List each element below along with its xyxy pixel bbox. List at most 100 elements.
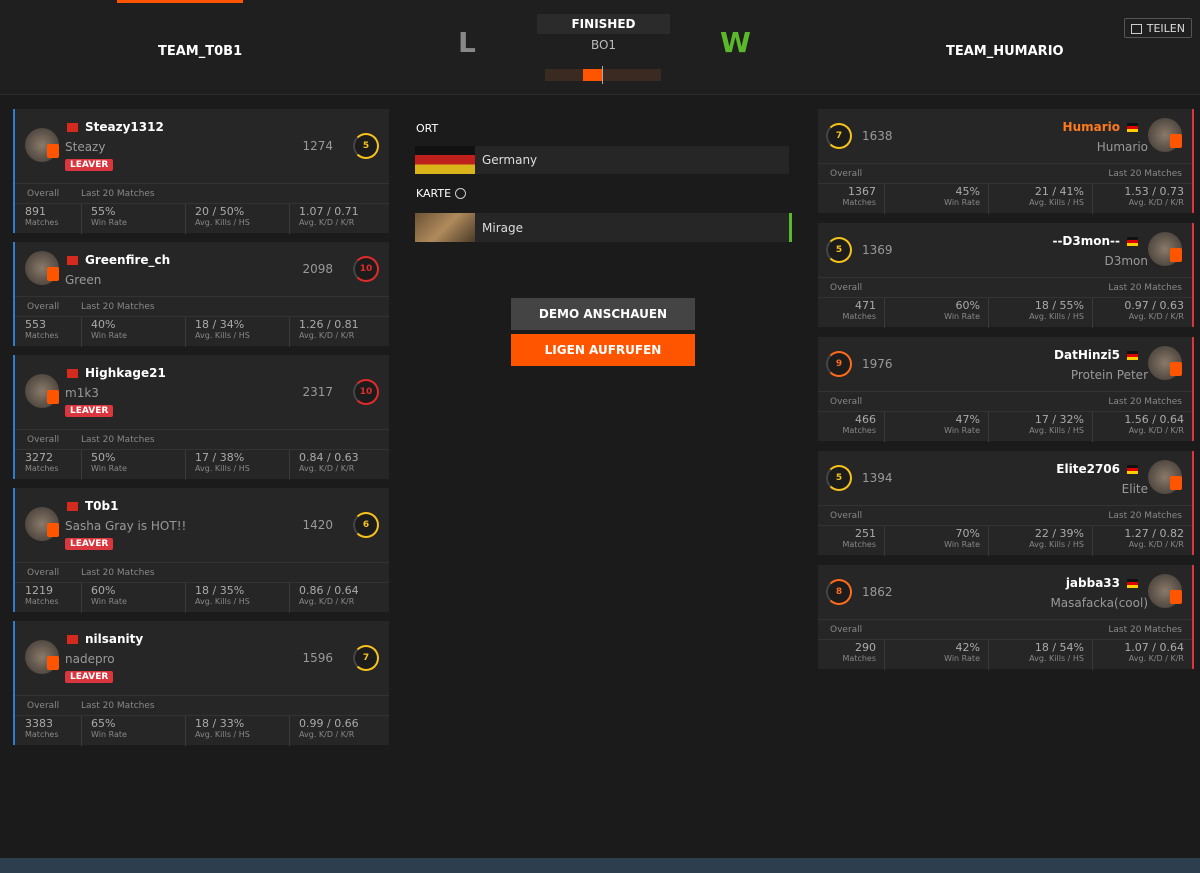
demo-button[interactable]: DEMO ANSCHAUEN [511, 298, 695, 330]
stat-value: 42% [955, 641, 980, 654]
elo: 1369 [862, 243, 893, 257]
player-card: 7 1638 Humario Humario Overall Last 20 Matche… [818, 109, 1194, 214]
player-name[interactable]: DatHinzi5 [1054, 348, 1120, 362]
stat-cell: 60% Win Rate [884, 298, 989, 328]
stats-header: Overall Last 20 Matches [818, 277, 1192, 298]
elo: 1976 [862, 357, 893, 371]
stat-cell: 1.07 / 0.64 Avg. K/D / K/R [1092, 640, 1192, 670]
stats-row: 471 Matches 60% Win Rate 18 / 55% Avg. Kills … [818, 297, 1192, 328]
overall-label: Overall [27, 435, 60, 445]
player-card: 5 1394 Elite2706 Elite Overall Last 20 Matche… [818, 451, 1194, 556]
player-name[interactable]: Greenfire_ch [85, 253, 171, 267]
stat-label: Matches [25, 218, 59, 227]
team-name: TEAM_HUMARIO [946, 44, 1064, 59]
stats-row: 553 Matches 40% Win Rate 18 / 34% Avg. Kills … [15, 316, 389, 347]
stat-cell: 22 / 39% Avg. Kills / HS [988, 526, 1093, 556]
stat-cell: 0.86 / 0.64 Avg. K/D / K/R [289, 583, 389, 613]
stat-label: Matches [842, 654, 877, 663]
stat-label: Avg. Kills / HS [1029, 312, 1084, 321]
stat-value: 18 / 54% [1034, 641, 1084, 654]
avatar-badge [47, 267, 59, 281]
leaver-badge: LEAVER [65, 405, 114, 417]
player-name[interactable]: Elite2706 [1056, 462, 1120, 476]
player-name[interactable]: T0b1 [85, 499, 119, 513]
overall-label: Overall [830, 283, 863, 293]
player-name[interactable]: Steazy1312 [85, 120, 164, 134]
stat-label: Win Rate [944, 312, 980, 321]
overall-label: Overall [27, 302, 60, 312]
stats-header: Overall Last 20 Matches [818, 391, 1192, 412]
match-format: BO1 [590, 38, 617, 52]
stat-value: 466 [855, 413, 876, 426]
stat-value: 3272 [25, 451, 53, 464]
stat-cell: 290 Matches [818, 640, 885, 670]
overall-label: Overall [27, 701, 60, 711]
stat-label: Matches [842, 198, 877, 207]
skill-level: 5 [353, 133, 379, 159]
avatar-badge [1170, 476, 1182, 490]
stat-cell: 1.27 / 0.82 Avg. K/D / K/R [1092, 526, 1192, 556]
stat-value: 0.86 / 0.64 [299, 584, 359, 597]
elo: 1420 [302, 518, 333, 532]
stat-cell: 42% Win Rate [884, 640, 989, 670]
stat-label: Avg. Kills / HS [1029, 198, 1084, 207]
stats-row: 466 Matches 47% Win Rate 17 / 32% Avg. Kills … [818, 411, 1192, 442]
stat-cell: 17 / 32% Avg. Kills / HS [988, 412, 1093, 442]
stat-cell: 891 Matches [15, 204, 82, 234]
player-name[interactable]: --D3mon-- [1052, 234, 1120, 248]
recent-label: Last 20 Matches [81, 701, 155, 711]
stat-label: Win Rate [944, 198, 980, 207]
recent-label: Last 20 Matches [81, 568, 155, 578]
team-name: TEAM_T0B1 [158, 44, 243, 59]
elo: 1862 [862, 585, 893, 599]
avatar-badge [1170, 248, 1182, 262]
stat-value: 60% [91, 584, 116, 597]
stats-row: 3272 Matches 50% Win Rate 17 / 38% Avg. Kills… [15, 449, 389, 480]
avatar-badge [47, 144, 59, 158]
leagues-button[interactable]: LIGEN AUFRUFEN [511, 334, 695, 366]
flag [67, 256, 78, 265]
player-name[interactable]: jabba33 [1065, 576, 1120, 590]
recent-label: Last 20 Matches [1108, 397, 1182, 407]
stats-header: Overall Last 20 Matches [15, 695, 389, 716]
stat-label: Win Rate [91, 730, 127, 739]
player-card: Steazy1312 Steazy LEAVER 1274 5 Overall Last 2… [13, 109, 389, 234]
player-name[interactable]: nilsanity [85, 632, 144, 646]
skill-level: 6 [353, 512, 379, 538]
stat-cell: 18 / 35% Avg. Kills / HS [185, 583, 290, 613]
avatar-badge [47, 523, 59, 537]
stat-cell: 18 / 54% Avg. Kills / HS [988, 640, 1093, 670]
stat-value: 3383 [25, 717, 53, 730]
match-status: FINISHED [537, 14, 670, 34]
player-name[interactable]: Highkage21 [85, 366, 166, 380]
recent-label: Last 20 Matches [81, 302, 155, 312]
stat-cell: 1.07 / 0.71 Avg. K/D / K/R [289, 204, 389, 234]
stat-cell: 1367 Matches [818, 184, 885, 214]
stats-row: 1219 Matches 60% Win Rate 18 / 35% Avg. Kills… [15, 582, 389, 613]
stat-value: 50% [91, 451, 116, 464]
stat-label: Avg. Kills / HS [195, 331, 250, 340]
player-name[interactable]: Humario [1062, 120, 1120, 134]
stat-value: 55% [91, 205, 116, 218]
taskbar [0, 858, 1200, 873]
stats-header: Overall Last 20 Matches [818, 505, 1192, 526]
stat-label: Avg. Kills / HS [195, 730, 250, 739]
stat-cell: 45% Win Rate [884, 184, 989, 214]
recent-label: Last 20 Matches [1108, 625, 1182, 635]
stat-label: Matches [25, 464, 59, 473]
stat-value: 17 / 38% [195, 451, 245, 464]
flag [1127, 465, 1138, 474]
stat-label: Avg. Kills / HS [1029, 540, 1084, 549]
map: Mirage [482, 221, 523, 235]
avatar-badge [1170, 134, 1182, 148]
stat-cell: 65% Win Rate [81, 716, 186, 746]
stat-label: Matches [25, 597, 59, 606]
elo: 1596 [302, 651, 333, 665]
stat-cell: 50% Win Rate [81, 450, 186, 480]
match-header: TEAM_T0B1 L FINISHED BO1 W TEAM_HUMARIO … [0, 0, 1200, 95]
player-nickname: Sasha Gray is HOT!! [65, 519, 187, 533]
share-button[interactable]: TEILEN [1124, 18, 1192, 38]
stat-value: 20 / 50% [195, 205, 245, 218]
avatar-badge [1170, 362, 1182, 376]
recent-label: Last 20 Matches [81, 435, 155, 445]
